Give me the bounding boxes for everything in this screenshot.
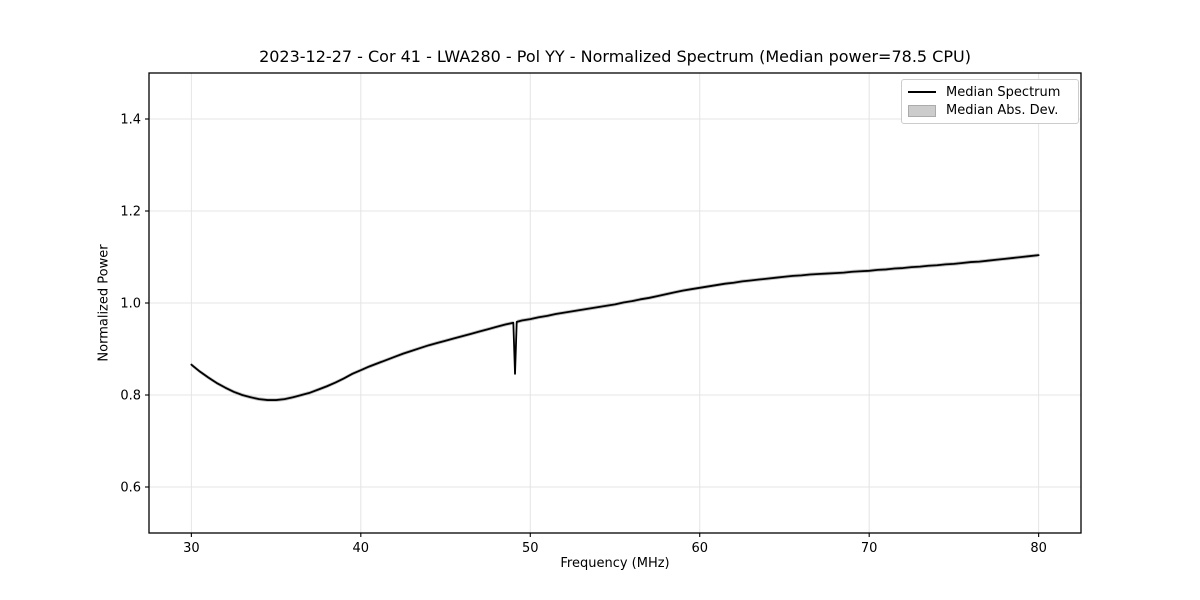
y-axis-label: Normalized Power bbox=[96, 244, 112, 362]
svg-text:50: 50 bbox=[522, 541, 539, 556]
svg-text:40: 40 bbox=[353, 541, 370, 556]
median-line-group bbox=[190, 254, 1040, 401]
median-spectrum-line bbox=[190, 254, 1040, 401]
x-axis-label: Frequency (MHz) bbox=[560, 556, 670, 571]
axis-ticks bbox=[145, 118, 1040, 537]
svg-text:1.4: 1.4 bbox=[120, 113, 141, 128]
svg-text:70: 70 bbox=[861, 541, 878, 556]
legend: Median Spectrum Median Abs. Dev. bbox=[901, 79, 1079, 124]
axis-tick-labels: 30 40 50 60 70 80 0.6 0.8 1.0 1.2 1.4 bbox=[120, 113, 1047, 557]
chart-title: 2023-12-27 - Cor 41 - LWA280 - Pol YY - … bbox=[259, 47, 971, 66]
median-abs-dev-band bbox=[191, 253, 1039, 402]
svg-text:0.6: 0.6 bbox=[120, 481, 141, 496]
svg-text:30: 30 bbox=[183, 541, 200, 556]
svg-text:0.8: 0.8 bbox=[120, 389, 141, 404]
svg-text:1.2: 1.2 bbox=[120, 205, 141, 220]
legend-item-median-abs-dev: Median Abs. Dev. bbox=[908, 102, 1070, 120]
svg-text:80: 80 bbox=[1030, 541, 1047, 556]
mad-band-group bbox=[191, 253, 1039, 402]
legend-label-median-spectrum: Median Spectrum bbox=[946, 84, 1061, 100]
patch-swatch-icon bbox=[908, 104, 936, 117]
line-swatch-icon bbox=[908, 91, 936, 94]
svg-text:1.0: 1.0 bbox=[120, 297, 141, 312]
legend-label-median-abs-dev: Median Abs. Dev. bbox=[946, 103, 1059, 119]
legend-item-median-spectrum: Median Spectrum bbox=[908, 83, 1070, 101]
svg-text:60: 60 bbox=[691, 541, 708, 556]
